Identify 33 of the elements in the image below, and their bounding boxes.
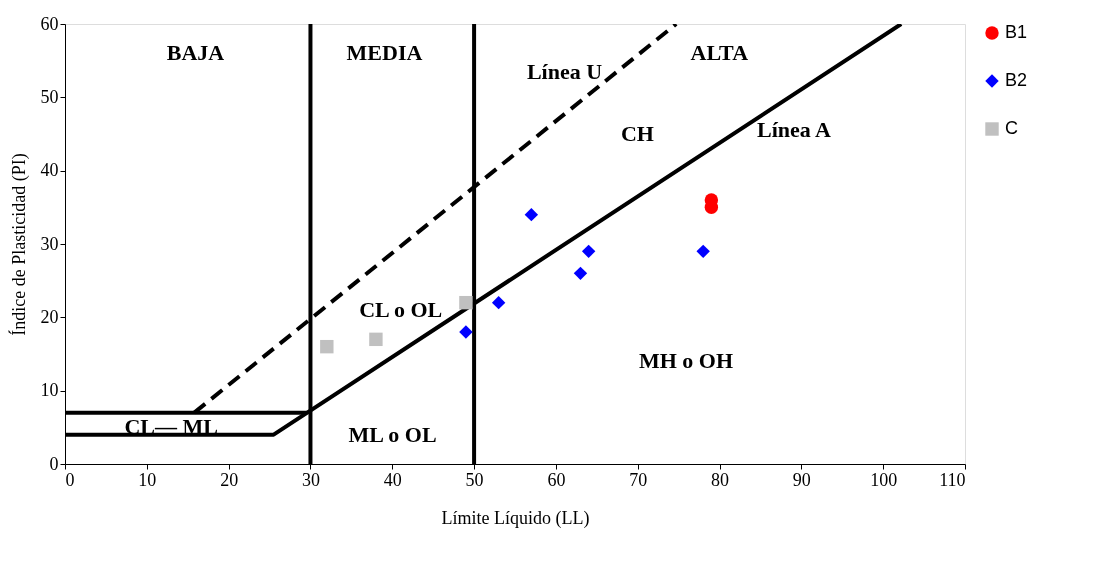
annotation: CL o OL (359, 297, 443, 322)
legend-label: B1 (1005, 22, 1028, 42)
legend-label: B2 (1005, 70, 1028, 90)
y-tick-label: 60 (40, 13, 59, 34)
y-axis-title: Índice de Plasticidad (PI) (7, 153, 30, 336)
annotation: MH o OH (638, 348, 734, 374)
x-tick-label: 30 (301, 469, 320, 490)
x-tick-label: 20 (220, 469, 239, 490)
x-tick-label: 40 (383, 469, 402, 490)
x-tick-label: 50 (465, 469, 484, 490)
x-tick-label: 70 (629, 469, 648, 490)
x-tick-label: 110 (939, 469, 966, 490)
y-tick-label: 40 (40, 160, 59, 181)
x-tick-label: 100 (870, 469, 898, 490)
x-tick-label: 10 (138, 469, 157, 490)
annotation: ALTA (690, 40, 749, 66)
annotation: Línea U (526, 58, 603, 84)
x-tick-label: 60 (547, 469, 566, 490)
annotation: BAJA (166, 40, 225, 66)
y-tick-label: 20 (40, 306, 59, 327)
y-tick-label: 30 (40, 233, 59, 254)
annotation: ML o OL (348, 421, 437, 447)
x-tick-label: 90 (792, 469, 811, 490)
annotation: MEDIA (346, 40, 423, 66)
x-tick-label: 0 (65, 469, 75, 490)
x-tick-label: 80 (711, 469, 730, 490)
y-tick-label: 0 (49, 453, 59, 474)
annotation: CH (620, 121, 654, 146)
y-tick-label: 50 (40, 86, 59, 107)
legend-label: C (1005, 118, 1018, 138)
y-tick-label: 10 (40, 380, 59, 401)
x-axis-title: Límite Líquido (LL) (441, 507, 590, 529)
annotation: Línea A (757, 117, 832, 143)
